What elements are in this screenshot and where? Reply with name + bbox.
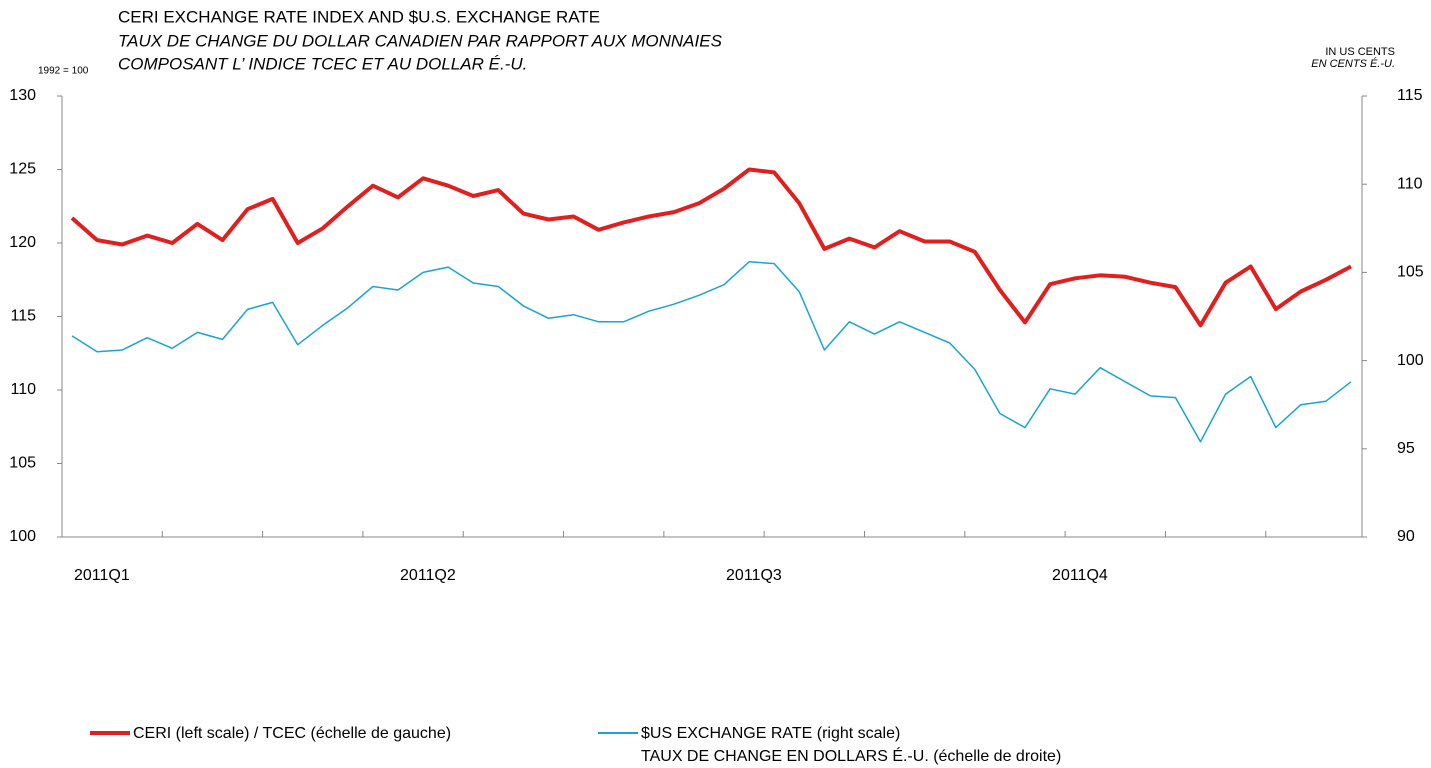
- x-tick-label: 2011Q4: [1052, 567, 1108, 584]
- y2-tick-label: 110: [1397, 175, 1423, 192]
- y-tick-label: 130: [9, 87, 36, 104]
- legend-swatch: [90, 731, 130, 735]
- y2-tick-label: 100: [1397, 352, 1424, 369]
- y2-axis-label: EN CENTS É.-U.: [1311, 57, 1395, 70]
- chart: CERI EXCHANGE RATE INDEX AND $U.S. EXCHA…: [9, 7, 1424, 584]
- y-tick-label: 100: [9, 528, 36, 545]
- y-tick-label: 115: [10, 308, 36, 325]
- y-tick-label: 110: [10, 381, 36, 398]
- x-tick-label: 2011Q3: [726, 567, 782, 584]
- y2-tick-label: 105: [1397, 264, 1424, 281]
- series-line: [71, 261, 1352, 443]
- chart-subtitle: COMPOSANT L’ INDICE TCEC ET AU DOLLAR É.…: [118, 54, 527, 73]
- y-tick-label: 120: [9, 234, 36, 251]
- x-tick-label: 2011Q1: [74, 567, 130, 584]
- y2-tick-label: 90: [1397, 528, 1415, 545]
- y-tick-label: 125: [9, 161, 36, 178]
- legend-label: CERI (left scale) / TCEC (échelle de gau…: [133, 725, 452, 742]
- chart-subtitle: TAUX DE CHANGE DU DOLLAR CANADIEN PAR RA…: [118, 31, 723, 50]
- y2-axis-label: IN US CENTS: [1325, 46, 1395, 58]
- legend-label: $US EXCHANGE RATE (right scale) TAUX DE …: [641, 725, 1062, 765]
- y-axis-label: 1992 = 100: [38, 66, 89, 77]
- y2-tick-label: 115: [1397, 87, 1423, 104]
- y2-tick-label: 95: [1397, 440, 1415, 457]
- legend-swatch: [598, 732, 638, 734]
- chart-title: CERI EXCHANGE RATE INDEX AND $U.S. EXCHA…: [118, 7, 600, 26]
- series-line: [70, 167, 1352, 328]
- y-tick-label: 105: [9, 455, 36, 472]
- x-tick-label: 2011Q2: [400, 567, 456, 584]
